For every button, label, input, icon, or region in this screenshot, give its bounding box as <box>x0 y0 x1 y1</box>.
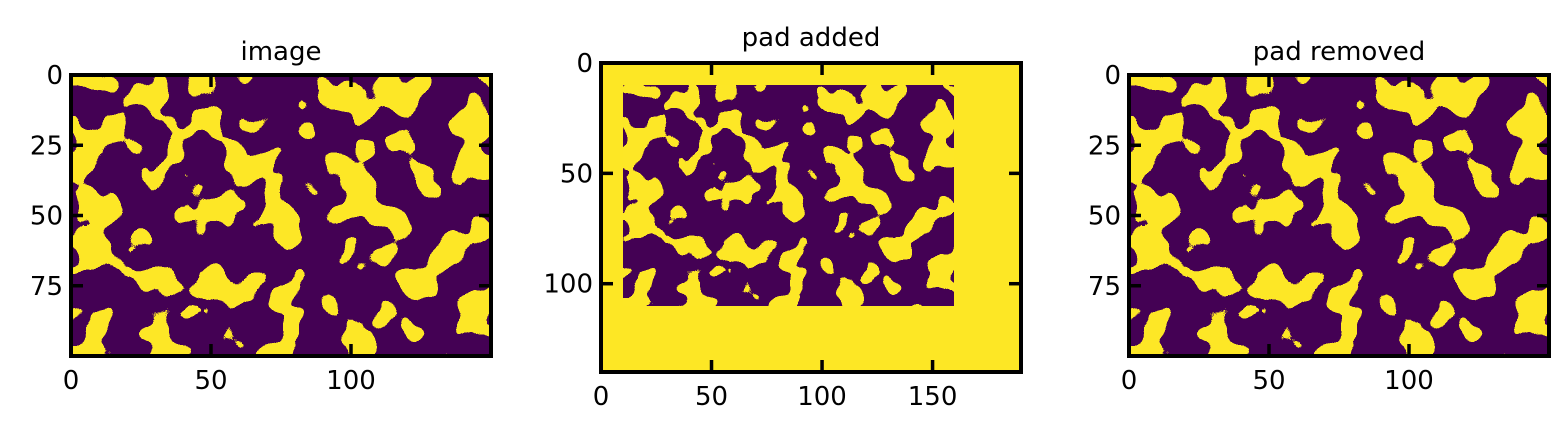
ticks: 0 50 100 0 25 50 75 <box>1088 61 1549 396</box>
y-tick-label: 75 <box>1088 272 1121 302</box>
y-tick-label: 25 <box>30 131 63 161</box>
x-tick-label: 0 <box>1121 366 1138 396</box>
y-tick-label: 100 <box>543 270 593 300</box>
panel-pad-removed: pad removed 0 50 100 0 25 50 75 <box>1088 37 1551 396</box>
heatmap-blobs <box>623 85 954 306</box>
panel-title: image <box>241 37 322 67</box>
panel-pad-added: pad added 0 50 100 150 0 50 100 <box>543 23 1023 412</box>
x-tick-label: 50 <box>695 382 728 412</box>
x-tick-label: 0 <box>593 382 610 412</box>
x-tick-label: 100 <box>326 366 376 396</box>
y-tick-label: 50 <box>30 202 63 232</box>
y-tick-label: 50 <box>1088 202 1121 232</box>
axes-frame <box>599 61 1023 374</box>
padded-content <box>623 85 954 306</box>
y-tick-label: 75 <box>30 272 63 302</box>
y-tick-label: 0 <box>1104 61 1121 91</box>
y-tick-label: 25 <box>1088 131 1121 161</box>
x-tick-label: 100 <box>797 382 847 412</box>
x-tick-label: 50 <box>1252 366 1285 396</box>
ticks: 0 50 100 150 0 50 100 <box>543 49 1021 412</box>
y-tick-label: 0 <box>576 49 593 79</box>
y-tick-label: 0 <box>46 61 63 91</box>
panel-title: pad removed <box>1253 37 1425 67</box>
heatmap-blobs <box>1129 75 1549 356</box>
ticks: 0 50 100 0 25 50 75 <box>30 61 491 396</box>
x-tick-label: 100 <box>1384 366 1434 396</box>
heatmap-blobs <box>71 75 491 356</box>
x-tick-label: 0 <box>63 366 80 396</box>
panel-image: image 0 50 100 0 25 50 75 <box>30 37 493 396</box>
x-tick-label: 150 <box>908 382 958 412</box>
x-tick-label: 50 <box>194 366 227 396</box>
y-tick-label: 50 <box>560 159 593 189</box>
panel-title: pad added <box>742 23 881 53</box>
